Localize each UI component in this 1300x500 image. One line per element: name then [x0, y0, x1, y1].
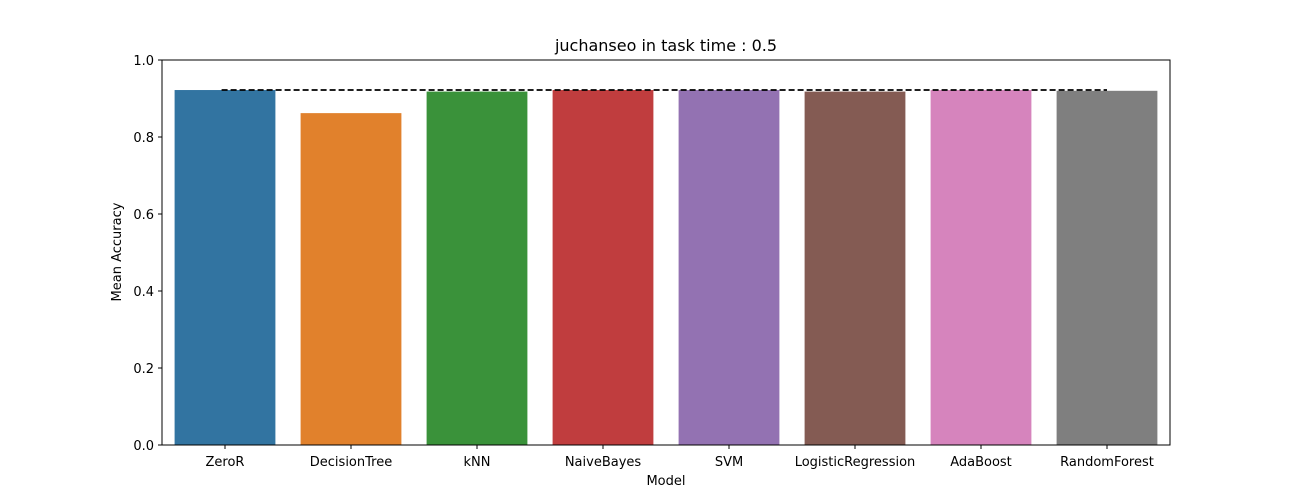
- bars-group: [174, 90, 1158, 446]
- x-axis-ticks: ZeroR DecisionTree kNN NaiveBayes SVM Logisti…: [206, 445, 1154, 470]
- bar-SVM: [678, 90, 780, 445]
- x-tick-label: AdaBoost: [950, 455, 1012, 470]
- bar-DecisionTree: [300, 113, 402, 445]
- y-tick-label: 0.4: [133, 285, 154, 300]
- x-tick-label: RandomForest: [1060, 455, 1154, 470]
- y-tick-label: 0.2: [133, 362, 154, 377]
- x-tick-label: kNN: [464, 455, 491, 470]
- x-tick-label: ZeroR: [206, 455, 245, 470]
- bar-NaiveBayes: [552, 90, 654, 445]
- x-tick-label: LogisticRegression: [795, 455, 916, 470]
- y-tick-label: 0.6: [133, 208, 154, 223]
- bar-RandomForest: [1056, 90, 1158, 446]
- y-tick-label: 1.0: [133, 54, 154, 69]
- bar-AdaBoost: [930, 90, 1032, 445]
- x-tick-label: NaiveBayes: [565, 455, 642, 470]
- chart-title: juchanseo in task time : 0.5: [554, 36, 777, 55]
- y-axis-label: Mean Accuracy: [110, 202, 125, 301]
- y-axis-ticks: 0.0 0.2 0.4 0.6 0.8 1.0: [133, 54, 162, 454]
- bar-ZeroR: [174, 90, 276, 445]
- plot-frame: [161, 59, 1171, 446]
- x-tick-label: DecisionTree: [310, 455, 392, 470]
- x-tick-label: SVM: [715, 455, 743, 470]
- x-axis-label: Model: [646, 474, 685, 489]
- bar-kNN: [426, 91, 528, 445]
- y-tick-label: 0.8: [133, 131, 154, 146]
- bar-LogisticRegression: [804, 91, 906, 445]
- y-tick-label: 0.0: [133, 439, 154, 454]
